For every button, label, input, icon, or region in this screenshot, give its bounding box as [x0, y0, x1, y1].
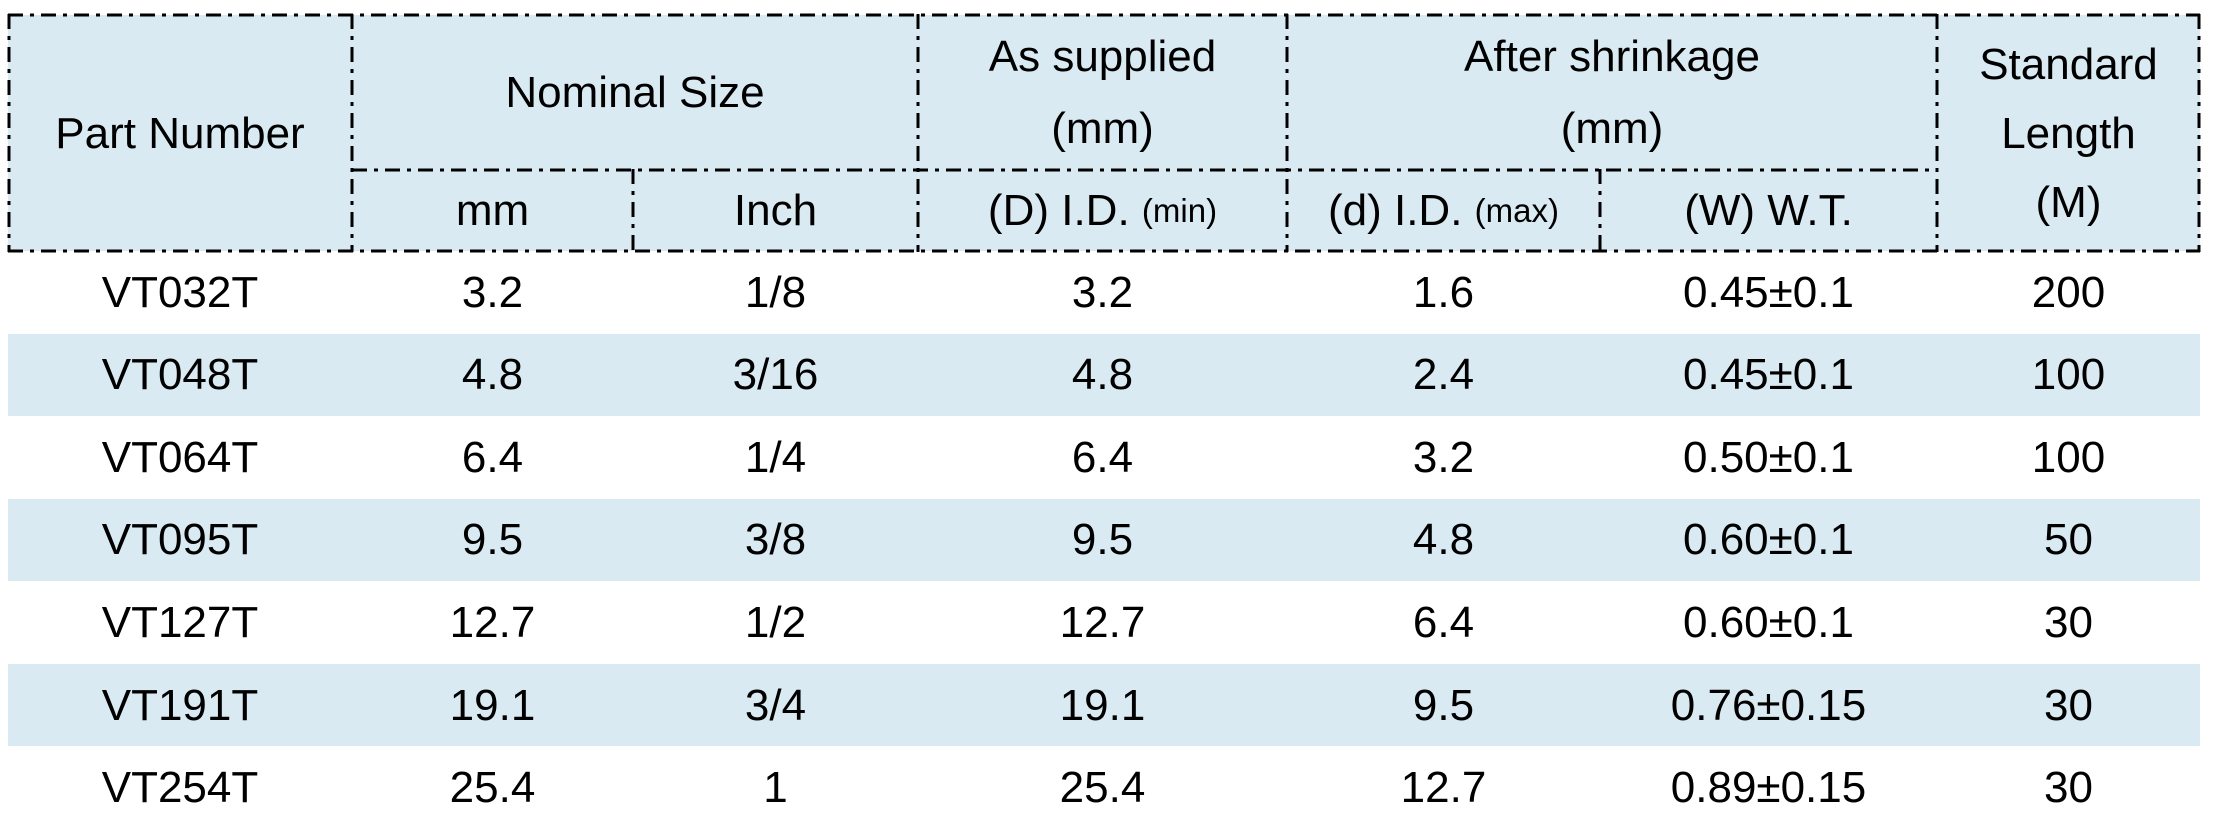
cell-standard-length: 100 [1937, 333, 2200, 417]
cell-standard-length: 100 [2031, 432, 2106, 482]
cell-shrunk-id: 12.7 [1400, 763, 1487, 813]
header-as-supplied-unit: (mm) [1051, 103, 1154, 153]
cell-nominal-inch: 3/4 [633, 663, 918, 747]
cell-shrunk-id: 3.2 [1412, 432, 1475, 482]
cell-wall-thickness: 0.89±0.15 [1670, 763, 1867, 813]
header-sub-w-wt: (W) W.T. [1600, 170, 1937, 251]
cell-nominal-inch: 1/4 [744, 432, 807, 482]
header-sub-d-id-min-text: (D) I.D. [987, 186, 1130, 235]
cell-shrunk-id: 1.6 [1412, 267, 1475, 317]
header-after-shrinkage: After shrinkage (mm) [1287, 15, 1937, 170]
cell-wall-thickness: 0.60±0.1 [1683, 598, 1854, 648]
cell-part-number: VT127T [101, 598, 259, 648]
cell-wall-thickness: 0.45±0.1 [1600, 333, 1937, 417]
cell-part-number: VT032T [101, 267, 259, 317]
cell-supplied-id: 12.7 [1059, 598, 1146, 648]
header-sub-d-id-min: (D) I.D. (min) [918, 170, 1287, 251]
header-standard-length-line2: Length [2001, 108, 2136, 158]
cell-shrunk-id: 9.5 [1287, 663, 1600, 747]
cell-supplied-id: 6.4 [1071, 432, 1134, 482]
cell-supplied-id: 4.8 [918, 333, 1287, 417]
cell-nominal-inch: 1 [763, 763, 788, 813]
cell-nominal-inch: 1/8 [744, 267, 807, 317]
header-sub-inch: Inch [633, 170, 918, 251]
cell-nominal-inch: 3/8 [633, 498, 918, 582]
header-standard-length-unit: (M) [2035, 177, 2102, 227]
header-sub-d-id-max-text: (d) I.D. [1327, 186, 1463, 235]
cell-part-number: VT254T [101, 763, 259, 813]
header-standard-length-line1: Standard [1979, 39, 2158, 89]
cell-standard-length: 50 [1937, 498, 2200, 582]
header-standard-length: Standard Length (M) [1937, 15, 2200, 251]
cell-supplied-id: 19.1 [918, 663, 1287, 747]
cell-nominal-mm: 4.8 [352, 333, 633, 417]
cell-nominal-inch: 3/16 [633, 333, 918, 417]
header-as-supplied: As supplied (mm) [918, 15, 1287, 170]
cell-nominal-inch: 1/2 [744, 598, 807, 648]
cell-nominal-mm: 12.7 [449, 598, 536, 648]
header-nominal-size: Nominal Size [352, 15, 918, 170]
cell-standard-length: 30 [1937, 663, 2200, 747]
cell-nominal-mm: 19.1 [352, 663, 633, 747]
cell-nominal-mm: 3.2 [461, 267, 524, 317]
header-after-shrinkage-line1: After shrinkage [1464, 31, 1760, 81]
cell-nominal-mm: 6.4 [461, 432, 524, 482]
cell-wall-thickness: 0.76±0.15 [1600, 663, 1937, 747]
header-sub-d-id-min-qualifier: (min) [1141, 191, 1218, 229]
header-after-shrinkage-unit: (mm) [1560, 103, 1664, 153]
cell-standard-length: 30 [2044, 763, 2093, 813]
cell-supplied-id: 25.4 [1059, 763, 1146, 813]
cell-standard-length: 200 [2031, 267, 2106, 317]
cell-part-number: VT064T [101, 432, 259, 482]
cell-standard-length: 30 [2044, 598, 2093, 648]
cell-part-number: VT095T [8, 498, 352, 582]
header-part-number: Part Number [8, 15, 352, 251]
cell-wall-thickness: 0.50±0.1 [1683, 432, 1854, 482]
cell-part-number: VT191T [8, 663, 352, 747]
cell-shrunk-id: 4.8 [1287, 498, 1600, 582]
cell-nominal-mm: 9.5 [352, 498, 633, 582]
spec-table: Part Number Nominal Size As supplied (mm… [8, 15, 2200, 829]
cell-wall-thickness: 0.45±0.1 [1683, 267, 1854, 317]
cell-shrunk-id: 2.4 [1287, 333, 1600, 417]
cell-nominal-mm: 25.4 [449, 763, 536, 813]
cell-part-number: VT048T [8, 333, 352, 417]
header-sub-mm: mm [352, 170, 633, 251]
header-sub-d-id-max: (d) I.D. (max) [1287, 170, 1600, 251]
cell-wall-thickness: 0.60±0.1 [1600, 498, 1937, 582]
cell-shrunk-id: 6.4 [1412, 598, 1475, 648]
cell-supplied-id: 9.5 [918, 498, 1287, 582]
header-as-supplied-line1: As supplied [988, 31, 1217, 81]
cell-supplied-id: 3.2 [1071, 267, 1134, 317]
header-sub-d-id-max-qualifier: (max) [1474, 191, 1559, 229]
